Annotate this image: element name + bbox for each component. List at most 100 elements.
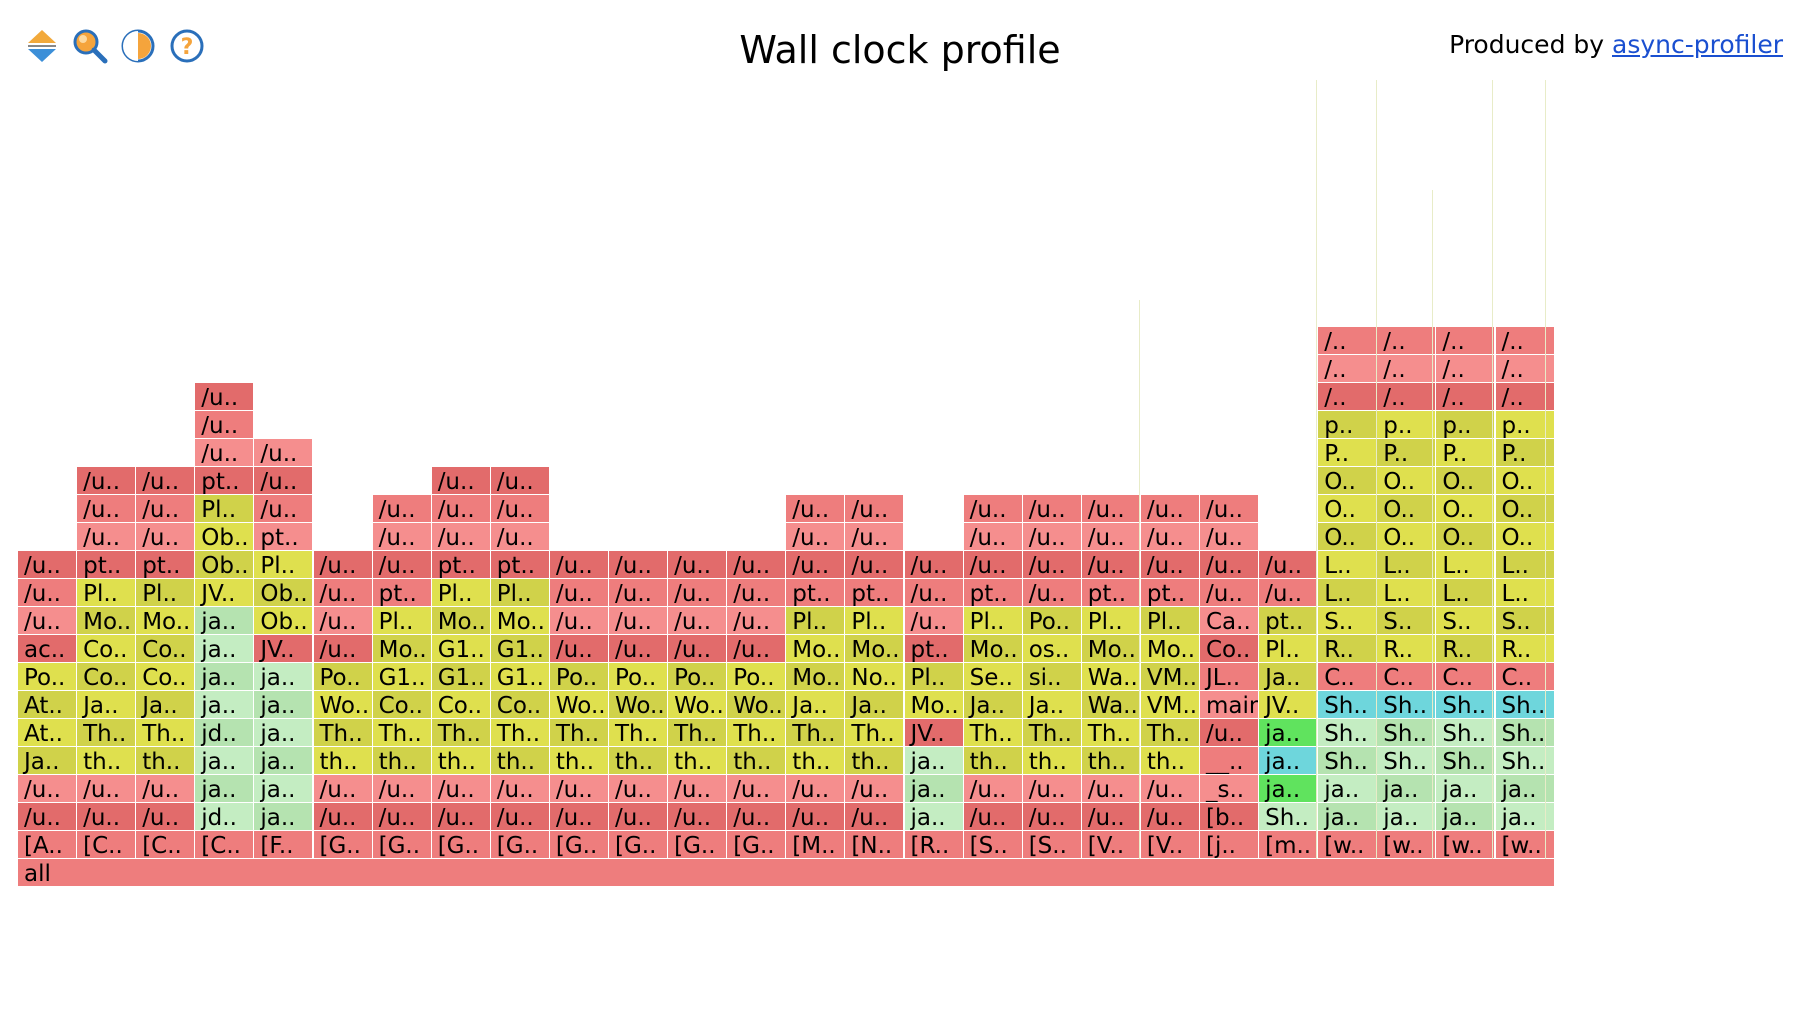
flame-frame[interactable]: /.. [1318,327,1378,355]
flame-frame[interactable]: ja.. [1377,803,1437,831]
flame-frame[interactable]: /u.. [490,495,550,523]
flame-frame[interactable]: /u.. [963,775,1023,803]
flame-frame[interactable]: No.. [845,663,905,691]
flame-frame[interactable]: /.. [1495,327,1555,355]
flame-frame[interactable]: Sh.. [1436,719,1496,747]
flame-frame[interactable]: Po.. [549,663,609,691]
flame-frame[interactable]: /u.. [1022,803,1082,831]
flame-frame[interactable]: p.. [1318,411,1378,439]
flame-frame[interactable]: /u.. [431,495,491,523]
thin-stack[interactable] [1139,300,1140,859]
flame-frame[interactable]: JL.. [1200,663,1260,691]
flame-frame[interactable]: Po.. [313,663,373,691]
flame-frame[interactable]: [G.. [490,831,550,859]
flame-frame[interactable]: Sh.. [1495,691,1555,719]
flame-frame[interactable]: ja.. [1495,803,1555,831]
flame-frame[interactable]: /u.. [254,439,314,467]
flame-frame[interactable]: O.. [1318,495,1378,523]
flame-frame[interactable]: pt.. [1140,579,1200,607]
flame-frame[interactable]: /u.. [18,607,78,635]
flame-frame[interactable]: /.. [1377,327,1437,355]
flame-frame[interactable]: VM.. [1140,663,1200,691]
flame-frame[interactable]: /u.. [431,803,491,831]
flame-frame[interactable]: /u.. [77,803,137,831]
flame-frame[interactable]: /u.. [136,495,196,523]
flame-frame[interactable]: Wo.. [609,691,669,719]
flame-frame[interactable]: Pl.. [254,551,314,579]
flame-frame[interactable]: Wo.. [313,691,373,719]
flame-frame[interactable]: /u.. [786,803,846,831]
flame-frame[interactable]: ja.. [1436,775,1496,803]
flame-frame[interactable]: Sh.. [1318,719,1378,747]
flame-frame[interactable]: /u.. [195,439,255,467]
flame-frame[interactable]: /u.. [431,467,491,495]
flame-frame[interactable]: Mo.. [1081,635,1141,663]
flame-frame[interactable]: /u.. [845,803,905,831]
flame-frame[interactable]: /u.. [77,467,137,495]
flame-frame[interactable]: L.. [1377,579,1437,607]
flame-frame[interactable]: /u.. [727,551,787,579]
flame-frame[interactable]: /u.. [786,551,846,579]
flame-frame[interactable]: ac.. [18,635,78,663]
flame-frame[interactable]: /u.. [1081,523,1141,551]
flame-frame[interactable]: Th.. [1140,719,1200,747]
flame-frame[interactable]: Sh.. [1495,719,1555,747]
flame-frame[interactable]: all [18,859,1555,887]
flame-frame[interactable]: [b.. [1200,803,1260,831]
flame-frame[interactable]: /.. [1318,383,1378,411]
flame-frame[interactable]: pt.. [254,523,314,551]
flame-frame[interactable]: /u.. [490,775,550,803]
flame-frame[interactable]: Po.. [727,663,787,691]
flame-frame[interactable]: /u.. [1259,579,1319,607]
flame-frame[interactable]: [G.. [549,831,609,859]
flame-frame[interactable]: /u.. [1081,803,1141,831]
flame-frame[interactable]: /u.. [18,775,78,803]
flame-frame[interactable]: Mo.. [136,607,196,635]
flame-frame[interactable]: [C.. [195,831,255,859]
flame-frame[interactable]: Ob.. [254,607,314,635]
flame-frame[interactable]: Po.. [1022,607,1082,635]
flame-frame[interactable]: O.. [1436,467,1496,495]
flame-frame[interactable]: th.. [845,747,905,775]
flame-frame[interactable]: Sh.. [1495,747,1555,775]
flame-frame[interactable]: ja.. [254,747,314,775]
flame-frame[interactable]: [C.. [136,831,196,859]
flame-frame[interactable]: /u.. [313,579,373,607]
flame-frame[interactable]: pt.. [372,579,432,607]
flame-frame[interactable]: /u.. [136,523,196,551]
flame-frame[interactable]: ja.. [195,663,255,691]
flame-frame[interactable]: /u.. [136,803,196,831]
flame-frame[interactable]: L.. [1436,579,1496,607]
flame-frame[interactable]: Th.. [1081,719,1141,747]
flame-frame[interactable]: ja.. [904,747,964,775]
flame-frame[interactable]: /u.. [372,495,432,523]
flame-frame[interactable]: ja.. [1259,747,1319,775]
async-profiler-link[interactable]: async-profiler [1612,30,1783,59]
flame-frame[interactable]: /u.. [845,495,905,523]
flame-frame[interactable]: Ca.. [1200,607,1260,635]
flame-frame[interactable]: th.. [431,747,491,775]
flame-frame[interactable]: __.. [1200,747,1260,775]
flame-frame[interactable]: /u.. [1081,495,1141,523]
flame-frame[interactable]: [G.. [372,831,432,859]
flame-frame[interactable]: /u.. [77,495,137,523]
flame-frame[interactable]: Mo.. [786,663,846,691]
flame-frame[interactable]: /u.. [668,607,728,635]
flame-frame[interactable]: /u.. [18,803,78,831]
flame-frame[interactable]: /u.. [904,551,964,579]
flame-frame[interactable]: /u.. [963,551,1023,579]
flame-frame[interactable]: /u.. [1022,579,1082,607]
flame-frame[interactable]: Pl.. [1259,635,1319,663]
flame-frame[interactable]: Pl.. [1081,607,1141,635]
flame-frame[interactable]: Po.. [668,663,728,691]
flame-frame[interactable]: /u.. [136,775,196,803]
flame-frame[interactable]: [G.. [668,831,728,859]
flame-frame[interactable]: pt.. [77,551,137,579]
flame-frame[interactable]: /.. [1436,327,1496,355]
flame-frame[interactable]: Pl.. [77,579,137,607]
flame-frame[interactable]: /u.. [845,523,905,551]
flame-frame[interactable]: /u.. [609,635,669,663]
flame-frame[interactable]: [G.. [727,831,787,859]
flame-frame[interactable]: th.. [490,747,550,775]
flame-frame[interactable]: Th.. [845,719,905,747]
